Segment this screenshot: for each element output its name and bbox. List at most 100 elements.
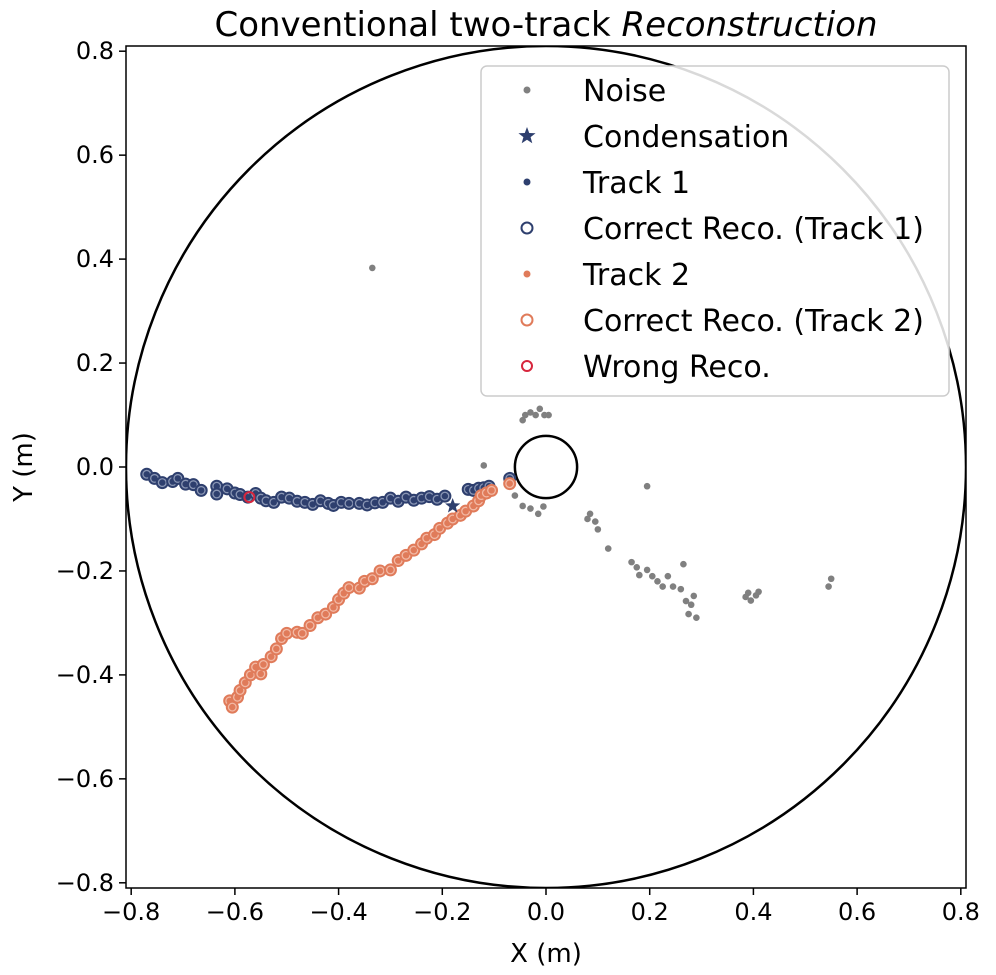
noise-point <box>693 614 700 622</box>
noise-point <box>519 502 526 510</box>
legend-label-wrong: Wrong Reco. <box>583 350 771 385</box>
y-tick-label: −0.8 <box>56 869 114 897</box>
noise-point <box>545 411 552 419</box>
y-tick-label: −0.4 <box>56 661 114 689</box>
noise-point <box>659 583 666 590</box>
noise-point <box>586 510 594 518</box>
legend-marker-condensation <box>518 127 536 144</box>
x-axis-ticks: −0.8 −0.6 −0.4 −0.2 0.0 0.2 0.4 0.6 0.8 <box>102 888 980 926</box>
track1-point <box>151 475 158 482</box>
noise-point <box>511 492 519 499</box>
legend-label-noise: Noise <box>583 74 666 109</box>
legend-marker-wrong <box>521 360 533 372</box>
y-tick-label: −0.2 <box>56 557 114 585</box>
track1-point <box>143 471 150 478</box>
legend-label-correct1: Correct Reco. (Track 1) <box>583 212 924 247</box>
track2-point <box>387 566 394 574</box>
track2-point <box>436 525 443 532</box>
noise-point <box>532 411 539 419</box>
x-axis-label: X (m) <box>510 939 582 969</box>
legend-label-condensation: Condensation <box>583 120 789 155</box>
noise-point <box>368 264 376 272</box>
y-tick-label: −0.6 <box>56 765 114 793</box>
track1-point <box>309 501 316 508</box>
noise-point <box>747 597 755 604</box>
x-tick-label: 0.4 <box>734 898 772 926</box>
noise-point <box>825 583 832 590</box>
noise-point <box>628 558 635 566</box>
track2-point <box>462 507 469 515</box>
inner-detector-circle <box>513 434 579 500</box>
noise-point <box>827 575 835 583</box>
noise-point <box>540 503 547 510</box>
track2-point <box>449 515 456 523</box>
x-tick-label: −0.6 <box>206 898 264 926</box>
track2-point <box>236 687 244 694</box>
noise-point <box>687 601 695 609</box>
track1-point <box>395 498 402 505</box>
track2-point <box>306 622 314 629</box>
noise-point <box>643 566 651 574</box>
track2-point <box>314 614 322 621</box>
legend: Noise Condensation Track 1 Correct Reco. (T… <box>480 65 950 397</box>
noise-point <box>584 515 591 523</box>
track2-point <box>247 671 254 679</box>
track1-point <box>197 487 205 494</box>
wrong-reco-point <box>243 491 256 504</box>
detector-circles <box>126 46 966 888</box>
track2-point <box>260 661 267 668</box>
y-tick-label: 0.8 <box>76 37 114 65</box>
legend-label-track2: Track 2 <box>582 258 690 293</box>
legend-label-correct2: Correct Reco. (Track 2) <box>583 304 924 339</box>
legend-box <box>480 65 950 397</box>
track2-point <box>257 670 265 678</box>
y-tick-label: 0.6 <box>76 141 114 169</box>
x-tick-label: 0.0 <box>527 898 565 926</box>
track1-point <box>159 479 166 486</box>
x-tick-label: −0.8 <box>102 898 160 926</box>
noise-point <box>680 560 687 568</box>
noise-point <box>534 510 542 518</box>
legend-marker-correct2 <box>520 313 534 327</box>
noise-point <box>648 572 656 580</box>
track2-point <box>506 480 513 487</box>
noise-point <box>755 588 762 596</box>
y-tick-label: 0.2 <box>76 349 114 377</box>
track1-point <box>190 481 197 488</box>
track1-point <box>213 490 220 498</box>
track2-point <box>267 653 275 660</box>
track2-point <box>488 487 495 494</box>
noise-point <box>519 416 526 424</box>
legend-marker-noise <box>523 86 531 94</box>
track2-point <box>423 535 430 542</box>
track2-point <box>369 575 376 582</box>
y-tick-label: 0.4 <box>76 245 114 273</box>
noise-point <box>677 585 685 593</box>
track2-point <box>410 546 417 554</box>
track2-point <box>395 557 402 564</box>
x-tick-label: −0.4 <box>309 898 367 926</box>
condensation-star <box>445 497 461 513</box>
legend-marker-correct1 <box>520 221 534 235</box>
noise-point <box>536 405 544 413</box>
track2-point <box>273 645 280 653</box>
noise-point <box>664 572 672 580</box>
noise-point <box>521 411 529 419</box>
track1-point <box>270 499 277 506</box>
track2-point <box>376 567 384 575</box>
track1-point <box>345 500 353 507</box>
noise-point <box>690 592 698 600</box>
y-axis-label: Y (m) <box>9 432 39 503</box>
x-tick-label: 0.6 <box>838 898 876 926</box>
noise-point <box>591 518 599 525</box>
noise-point <box>636 571 643 579</box>
noise-point <box>643 482 651 490</box>
legend-marker-track1 <box>523 178 531 186</box>
chart-title-italic: Reconstruction <box>622 5 878 45</box>
track1-point <box>244 493 252 501</box>
track2-point <box>299 630 306 637</box>
track2-point <box>229 703 236 711</box>
noise-point <box>480 462 488 469</box>
noise-point <box>685 610 692 618</box>
